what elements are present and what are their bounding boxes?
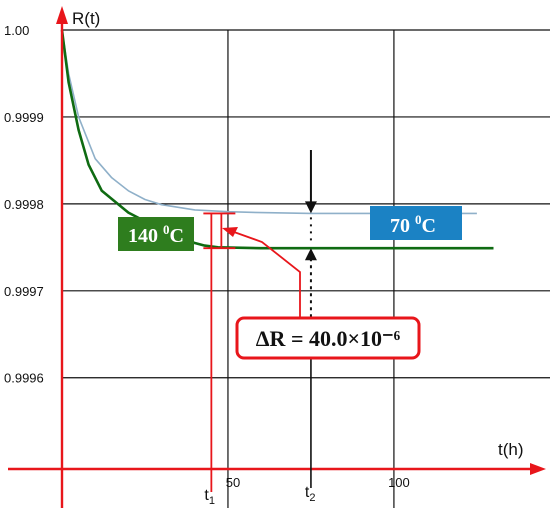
series-label-140c: 140 0C [118,217,194,251]
series-label-70c: 70 0C [370,206,462,240]
y-tick-label: 1.00 [4,23,29,38]
x-axis-label: t(h) [498,440,524,459]
delta-r-callout: ΔR = 40.0×10⁻⁶ [235,316,421,360]
series-label-140c-text: 140 0C [128,222,184,247]
t2-marker-label: t2 [305,484,316,504]
delta-leader-line [233,231,301,318]
y-tick-label: 0.9997 [4,284,44,299]
y-tick-label: 0.9996 [4,371,44,386]
x-tick-label: 100 [388,475,410,490]
y-tick-label: 0.9999 [4,110,44,125]
t1-marker-label: t1 [204,487,215,507]
x-tick-label: 50 [226,475,240,490]
series-label-70c-box [370,206,462,240]
t2-arrow-bottom-head [304,248,317,261]
x-axis-arrow [530,463,546,475]
y-axis-arrow [56,6,68,24]
delta-r-text: ΔR = 40.0×10⁻⁶ [256,326,401,351]
series-label-140c-box [118,217,194,251]
y-axis-label: R(t) [72,9,100,28]
series-line-70c [61,29,477,215]
annotation-layer [203,150,317,492]
t2-arrow-top-head [304,201,317,214]
y-tick-label: 0.9998 [4,197,44,212]
delta-r-box [235,316,421,360]
axes-layer: 1.00 0.9999 0.9998 0.9997 0.9996 50 100 [4,6,546,508]
series-label-70c-text: 70 0C [390,212,436,237]
delta-leader-arrow [222,227,238,237]
grid-lines [62,29,550,508]
